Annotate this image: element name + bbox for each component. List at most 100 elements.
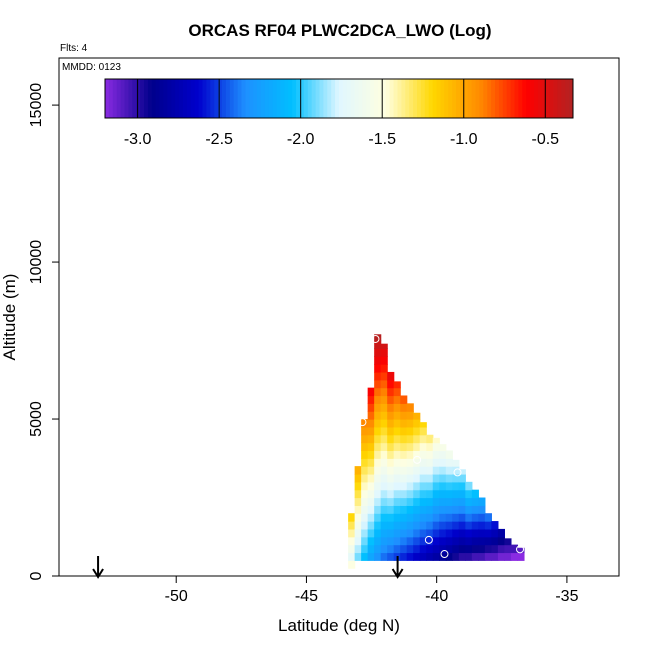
colorbar-segment: [327, 79, 332, 118]
colorbar-segment: [159, 79, 164, 118]
heatmap-cell: [393, 536, 401, 546]
colorbar-segment: [218, 79, 223, 118]
colorbar-segment: [522, 79, 527, 118]
heatmap-cell: [471, 544, 479, 554]
heatmap-cell: [413, 505, 421, 514]
heatmap-cell: [361, 536, 369, 546]
heatmap-cell: [426, 450, 434, 459]
heatmap-cell: [426, 536, 434, 546]
heatmap-cell: [374, 466, 382, 475]
colorbar-segment: [444, 79, 449, 118]
heatmap-cell: [380, 489, 388, 499]
heatmap-cell: [478, 536, 486, 546]
colorbar-segment: [502, 79, 508, 118]
colorbar-segment: [288, 79, 293, 118]
heatmap-cell: [426, 497, 434, 506]
heatmap-cell: [426, 434, 434, 444]
heatmap-cell: [406, 434, 414, 444]
heatmap-cell: [413, 544, 421, 554]
colorbar-segment: [463, 79, 469, 118]
heatmap-cell: [361, 426, 369, 436]
heatmap-cell: [387, 434, 395, 444]
heatmap-cell: [374, 544, 382, 554]
colorbar-segment: [108, 79, 114, 118]
heatmap-cell: [387, 513, 395, 522]
heatmap-cell: [458, 552, 466, 561]
heatmap-cell: [432, 481, 440, 491]
heatmap-cell: [439, 466, 447, 475]
colorbar-segment: [432, 79, 437, 118]
heatmap-cell: [361, 489, 369, 499]
heatmap-cell: [445, 521, 453, 530]
heatmap-cell: [367, 442, 375, 452]
heatmap-cell: [367, 552, 375, 561]
heatmap-cell: [452, 505, 460, 514]
colorbar-segment: [307, 79, 313, 118]
heatmap-cell: [367, 450, 375, 459]
heatmap-cell: [406, 458, 414, 467]
heatmap-cell: [367, 411, 375, 420]
colorbar-segment: [397, 79, 402, 118]
heatmap-cell: [354, 505, 362, 514]
colorbar-segment: [272, 79, 278, 118]
heatmap-cell: [413, 419, 421, 428]
heatmap-cell: [426, 552, 434, 561]
heatmap-cell: [413, 481, 421, 491]
heatmap-cell: [374, 356, 382, 365]
colorbar-segment: [440, 79, 445, 118]
colorbar-segment: [167, 79, 172, 118]
heatmap-cell: [445, 473, 453, 483]
colorbar-segment: [506, 79, 512, 118]
heatmap-cell: [380, 426, 388, 436]
heatmap-cell: [517, 547, 525, 554]
sample-marker: [413, 455, 422, 464]
colorbar-segment: [518, 79, 523, 118]
heatmap-cell: [439, 489, 447, 499]
heatmap-cell: [445, 481, 453, 491]
heatmap-cell: [374, 340, 382, 349]
heatmap-cell: [348, 521, 356, 530]
colorbar-segment: [136, 79, 141, 118]
heatmap-cell: [400, 552, 408, 561]
heatmap-cell: [426, 505, 434, 514]
heatmap-cell: [380, 513, 388, 522]
heatmap-cell: [426, 442, 434, 452]
heatmap-cell: [387, 552, 395, 561]
heatmap-cell: [361, 552, 369, 561]
heatmap-cell: [393, 411, 401, 420]
heatmap-cell: [452, 528, 460, 538]
flight-arrow: [92, 556, 104, 579]
heatmap-cell: [439, 505, 447, 514]
heatmap-cell: [439, 552, 447, 561]
colorbar-frame: [104, 78, 574, 119]
heatmap-cell: [491, 528, 499, 538]
colorbar-segment: [151, 79, 157, 118]
colorbar-segment: [342, 79, 348, 118]
heatmap-cell: [432, 521, 440, 530]
heatmap-cell: [426, 489, 434, 499]
colorbar-segment: [225, 79, 231, 118]
colorbar-segment: [510, 79, 515, 118]
heatmap-cell: [426, 473, 434, 483]
heatmap-cell: [484, 552, 492, 561]
heatmap-cell: [413, 528, 421, 538]
heatmap-cell: [413, 497, 421, 506]
heatmap-cell: [419, 458, 427, 467]
heatmap-cell: [458, 489, 466, 499]
x-tick-label: -50: [165, 588, 188, 605]
colorbar-segment: [389, 79, 395, 118]
heatmap-cell: [374, 513, 382, 522]
heatmap-cell: [419, 466, 427, 475]
heatmap-cell: [380, 473, 388, 483]
heatmap-cell: [497, 544, 505, 554]
heatmap-cell: [393, 434, 401, 444]
heatmap-cell: [400, 528, 408, 538]
heatmap-cell: [361, 434, 369, 444]
heatmap-cell: [387, 489, 395, 499]
colorbar-segment: [261, 79, 266, 118]
sample-marker: [371, 334, 380, 343]
colorbar-segment: [253, 79, 258, 118]
heatmap-cell: [458, 481, 466, 491]
colorbar-segment: [300, 79, 305, 118]
sample-marker: [424, 535, 433, 544]
